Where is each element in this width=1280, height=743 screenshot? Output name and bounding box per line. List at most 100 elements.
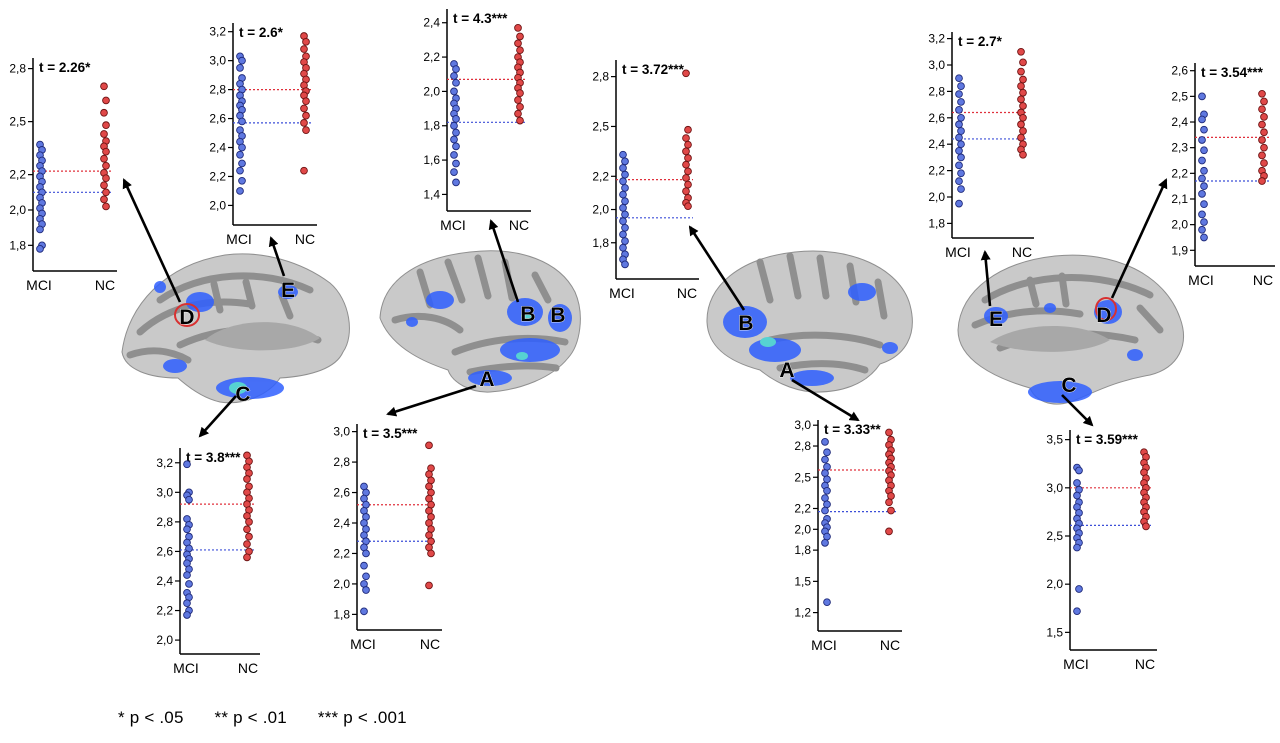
mci-data-point — [183, 599, 191, 607]
chart-title: t = 2.7* — [958, 34, 1003, 49]
x-category-label: NC — [880, 637, 900, 653]
nc-data-point — [1258, 120, 1266, 129]
y-tick-label: 2,8 — [333, 455, 350, 469]
mci-data-point — [823, 500, 831, 509]
nc-data-point — [885, 527, 893, 536]
y-tick-label: 2,0 — [1171, 218, 1188, 232]
nc-data-point — [887, 492, 895, 500]
mci-data-point — [183, 611, 191, 619]
nc-data-point — [300, 119, 308, 127]
nc-data-point — [100, 82, 108, 91]
mci-data-point — [955, 106, 963, 114]
nc-data-point — [100, 108, 108, 117]
mci-data-point — [619, 177, 627, 186]
x-category-label: NC — [677, 285, 697, 301]
mci-data-point — [360, 607, 368, 616]
arrow-left-d — [122, 178, 182, 303]
region-d-outline — [1095, 297, 1117, 321]
nc-data-point — [1260, 113, 1268, 121]
nc-data-point — [1260, 143, 1268, 152]
mci-data-point — [823, 532, 831, 541]
chart-left-D: 1,8 2,0 2,2 2,5 2,8 MCI NC t = 2.26* — [9, 58, 117, 293]
mci-data-point — [957, 82, 965, 90]
mci-data-point — [955, 133, 963, 142]
mci-data-point — [957, 185, 965, 193]
brain-left-lateral — [379, 250, 581, 393]
nc-data-point — [245, 532, 253, 541]
mci-data-point — [619, 230, 627, 239]
mci-data-point — [1198, 210, 1206, 219]
nc-data-point — [1017, 95, 1025, 104]
mci-data-point — [957, 127, 965, 135]
nc-data-point — [684, 125, 692, 134]
mci-data-point — [619, 217, 627, 226]
nc-data-point — [302, 97, 310, 106]
mci-data-point — [362, 586, 370, 594]
y-tick-label: 2,4 — [423, 16, 440, 30]
mci-data-point — [450, 151, 458, 159]
y-tick-label: 1,4 — [423, 187, 440, 201]
y-tick-label: 3,2 — [928, 32, 945, 46]
y-tick-label: 2,6 — [156, 544, 173, 558]
region-label-c-right: C — [1061, 374, 1076, 397]
mci-data-point — [955, 90, 963, 98]
chart-left-B: 1,4 1,6 1,8 2,0 2,2 2,4 MCI NC t = 4.3*** — [423, 9, 531, 233]
mci-data-point — [955, 74, 963, 83]
nc-data-point — [1258, 151, 1266, 160]
y-tick-label: 2,0 — [423, 84, 440, 98]
mci-data-point — [1200, 218, 1208, 226]
y-tick-label: 2,4 — [928, 137, 945, 151]
mci-data-point — [238, 117, 246, 126]
nc-data-point — [102, 202, 110, 211]
chart-title: t = 3.5*** — [363, 426, 418, 441]
nc-data-point — [682, 134, 690, 142]
mci-data-point — [452, 142, 460, 151]
nc-data-point — [1019, 113, 1027, 122]
mci-data-point — [1200, 233, 1208, 242]
nc-data-point — [100, 130, 108, 138]
chart-right-D: 1,9 2,0 2,1 2,2 2,3 2,4 2,5 2,6 MCI NC t = 3.54*** — [1171, 63, 1275, 288]
arrow-left-e — [268, 236, 286, 277]
x-category-label: NC — [1012, 244, 1032, 260]
y-tick-label: 2,8 — [209, 83, 226, 97]
nc-data-point — [243, 540, 251, 548]
mci-data-point — [360, 561, 368, 570]
nc-data-point — [1019, 75, 1027, 84]
nc-data-point — [1260, 97, 1268, 106]
chart-title: t = 3.72*** — [622, 62, 685, 77]
footnote-p05: * p < .05 — [118, 708, 184, 727]
chart-title: t = 3.8*** — [186, 450, 241, 465]
y-tick-label: 2,0 — [794, 522, 811, 536]
y-tick-label: 3,0 — [333, 425, 350, 439]
mci-data-point — [1073, 491, 1081, 500]
y-tick-label: 2,0 — [592, 203, 609, 217]
y-tick-label: 2,4 — [156, 574, 173, 588]
region-label-c-left: C — [235, 383, 250, 406]
mci-data-point — [452, 159, 460, 168]
mci-data-point — [957, 140, 965, 149]
nc-data-point — [1017, 120, 1025, 129]
y-tick-label: 1,8 — [928, 216, 945, 230]
mci-data-point — [821, 506, 829, 515]
mci-data-point — [183, 525, 191, 534]
region-label-a-left: A — [479, 368, 494, 391]
mci-data-point — [1073, 607, 1081, 616]
mci-data-point — [1198, 225, 1206, 234]
nc-data-point — [1017, 133, 1025, 142]
y-tick-label: 3,0 — [156, 485, 173, 499]
mci-data-point — [1198, 190, 1206, 198]
mci-data-point — [955, 146, 963, 155]
region-label-b-left-1: B — [520, 303, 535, 326]
mci-data-point — [450, 168, 458, 176]
activation-blobs — [723, 283, 898, 386]
mci-data-point — [1200, 166, 1208, 175]
mci-data-point — [957, 113, 965, 122]
activation-blobs — [406, 291, 572, 386]
nc-data-point — [100, 195, 108, 204]
cyan-cluster — [229, 382, 247, 394]
y-tick-label: 2,0 — [333, 577, 350, 591]
mci-data-point — [955, 120, 963, 129]
nc-data-point — [1019, 150, 1027, 159]
y-tick-label: 2,5 — [1046, 529, 1063, 543]
mci-data-point — [1073, 543, 1081, 552]
